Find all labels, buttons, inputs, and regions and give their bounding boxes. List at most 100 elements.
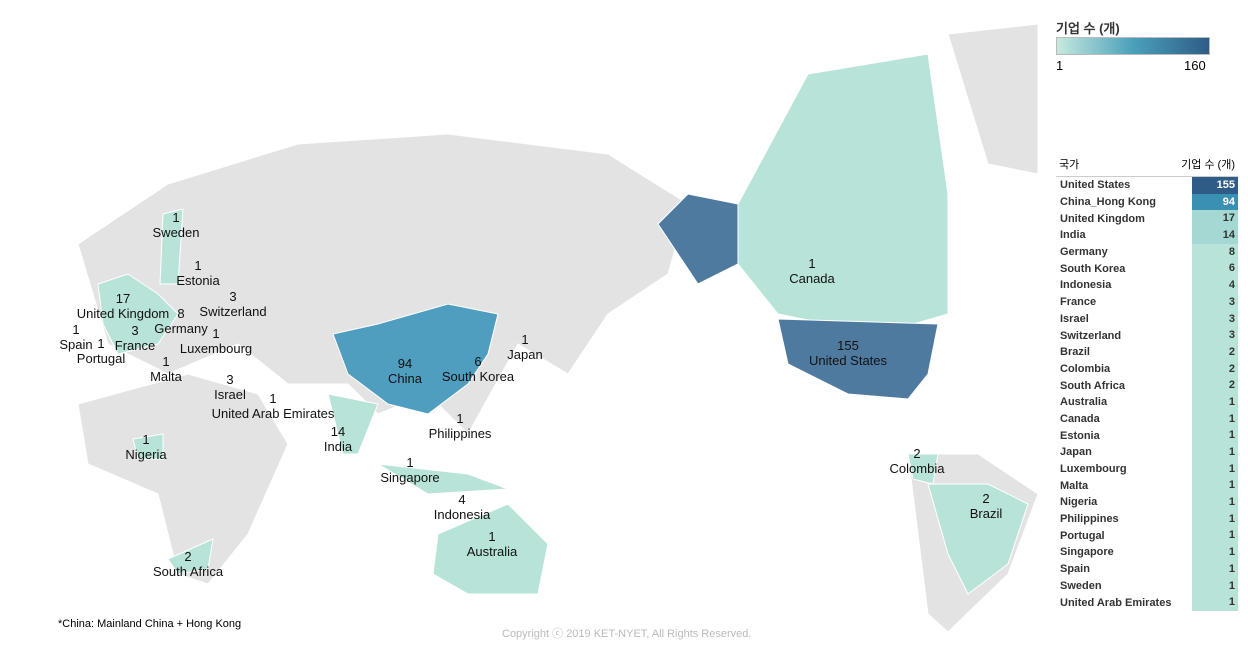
table-header: 국가 기업 수 (개) xyxy=(1056,156,1238,177)
company-count: 2 xyxy=(1192,343,1238,361)
map-label-country: Brazil xyxy=(969,506,1003,521)
company-count: 1 xyxy=(1192,527,1238,545)
region-indonesia xyxy=(377,463,509,495)
africa-land xyxy=(77,373,289,585)
table-row[interactable]: Colombia 2 xyxy=(1056,360,1238,378)
table-row[interactable]: United Kingdom 17 xyxy=(1056,210,1238,228)
world-map[interactable]: 1 Sweden 1 Estonia 3 Switzerland 17 United King… xyxy=(48,14,1039,633)
region-canada xyxy=(737,53,949,335)
table-row[interactable]: Portugal 1 xyxy=(1056,527,1238,545)
table-row[interactable]: United States 155 xyxy=(1056,177,1238,194)
map-label-value: 3 xyxy=(229,289,237,304)
map-label-country: Malta xyxy=(150,369,182,384)
table-rows: United States 155 China_Hong Kong 94 United … xyxy=(1056,177,1238,611)
company-count: 1 xyxy=(1192,544,1238,561)
map-label-country: United Kingdom xyxy=(76,306,170,321)
company-count: 2 xyxy=(1192,377,1238,394)
country-name: Canada xyxy=(1060,412,1100,425)
map-label-value: 6 xyxy=(474,354,482,369)
region-australia xyxy=(432,503,549,595)
country-name: South Korea xyxy=(1060,262,1126,275)
table-row[interactable]: Singapore 1 xyxy=(1056,544,1238,561)
map-label: 1 Australia xyxy=(467,529,518,559)
country-name: China_Hong Kong xyxy=(1060,196,1156,209)
country-name: Israel xyxy=(1060,312,1089,325)
map-label-value: 94 xyxy=(397,356,413,371)
table-row[interactable]: India 14 xyxy=(1056,227,1238,244)
company-count: 3 xyxy=(1192,327,1238,344)
table-row[interactable]: Australia 1 xyxy=(1056,393,1238,411)
table-row[interactable]: China_Hong Kong 94 xyxy=(1056,193,1238,211)
table-row[interactable]: Switzerland 3 xyxy=(1056,327,1238,344)
table-row[interactable]: Indonesia 4 xyxy=(1056,277,1238,294)
map-label: 2 South Africa xyxy=(153,549,223,579)
country-name: United Kingdom xyxy=(1060,212,1145,225)
map-label-value: 4 xyxy=(458,492,466,507)
table-row[interactable]: Israel 3 xyxy=(1056,310,1238,328)
table-row[interactable]: Estonia 1 xyxy=(1056,427,1238,444)
map-label-country: Japan xyxy=(507,347,543,362)
company-count: 17 xyxy=(1192,210,1238,228)
region-nigeria xyxy=(132,433,164,460)
map-label: 2 Brazil xyxy=(970,491,1003,521)
company-count: 1 xyxy=(1192,427,1238,444)
table-row[interactable]: Sweden 1 xyxy=(1056,577,1238,595)
region-united-states xyxy=(777,318,939,400)
table-row[interactable]: Philippines 1 xyxy=(1056,510,1238,528)
table-row[interactable]: Germany 8 xyxy=(1056,243,1238,261)
table-row[interactable]: France 3 xyxy=(1056,293,1238,311)
table-row[interactable]: South Korea 6 xyxy=(1056,260,1238,278)
map-label: 1 Canada xyxy=(789,256,835,286)
company-count: 1 xyxy=(1192,460,1238,478)
company-count: 1 xyxy=(1192,594,1238,611)
company-count: 3 xyxy=(1192,293,1238,311)
table-row[interactable]: Japan 1 xyxy=(1056,444,1238,461)
company-count: 14 xyxy=(1192,227,1238,244)
map-label-value: 14 xyxy=(330,424,346,439)
map-label-value: 2 xyxy=(184,549,192,564)
country-name: Luxembourg xyxy=(1060,463,1127,476)
map-label-value: 1 xyxy=(194,258,202,273)
country-name: Colombia xyxy=(1060,362,1111,375)
company-count: 1 xyxy=(1192,410,1238,428)
country-name: Philippines xyxy=(1060,513,1119,526)
map-label-country: Switzerland xyxy=(199,304,267,319)
company-count: 1 xyxy=(1192,510,1238,528)
country-name: France xyxy=(1060,296,1097,309)
map-label-country: United Arab Emirates xyxy=(211,406,335,421)
table-row[interactable]: Nigeria 1 xyxy=(1056,494,1238,511)
map-label: 1 Japan xyxy=(507,332,542,362)
table-row[interactable]: South Africa 2 xyxy=(1056,377,1238,394)
region-india xyxy=(327,393,379,455)
country-name: United States xyxy=(1060,179,1131,192)
map-label-country: United States xyxy=(808,353,888,368)
table-row[interactable]: Malta 1 xyxy=(1056,477,1238,495)
company-count: 1 xyxy=(1192,477,1238,495)
map-label-value: 2 xyxy=(913,446,921,461)
region-brazil xyxy=(927,483,1029,595)
map-label-value: 1 xyxy=(72,322,80,337)
region-colombia xyxy=(907,453,939,485)
map-label-value: 1 xyxy=(97,336,105,351)
map-label-country: France xyxy=(114,338,156,353)
legend-title: 기업 수 (개) xyxy=(1056,21,1120,36)
map-label-country: Singapore xyxy=(380,470,440,485)
map-label-value: 1 xyxy=(142,432,150,447)
region-china xyxy=(332,303,499,415)
map-label-country: Luxembourg xyxy=(179,341,253,356)
country-name: Australia xyxy=(1060,396,1108,409)
map-label-country: Australia xyxy=(466,544,518,559)
table-row[interactable]: Brazil 2 xyxy=(1056,343,1238,361)
map-label-country: Nigeria xyxy=(125,447,167,462)
table-row[interactable]: Luxembourg 1 xyxy=(1056,460,1238,478)
map-label-value: 2 xyxy=(982,491,990,506)
table-row[interactable]: United Arab Emirates 1 xyxy=(1056,594,1238,611)
company-count: 1 xyxy=(1192,393,1238,411)
map-label-country: Spain xyxy=(59,337,93,352)
table-row[interactable]: Spain 1 xyxy=(1056,560,1238,578)
map-label-country: China xyxy=(388,371,422,386)
map-label-value: 1 xyxy=(808,256,816,271)
table-row[interactable]: Canada 1 xyxy=(1056,410,1238,428)
country-name: Nigeria xyxy=(1060,496,1098,509)
map-label-country: Israel xyxy=(214,387,246,402)
